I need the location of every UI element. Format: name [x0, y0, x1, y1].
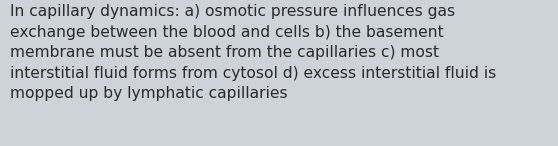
Text: In capillary dynamics: a) osmotic pressure influences gas
exchange between the b: In capillary dynamics: a) osmotic pressu… — [10, 4, 496, 101]
